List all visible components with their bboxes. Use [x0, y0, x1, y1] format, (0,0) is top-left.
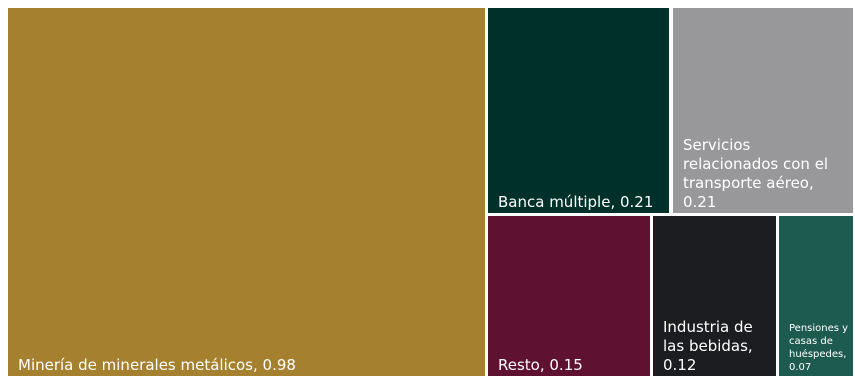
treemap-label-1: Minería de minerales metálicos, 0.98	[18, 356, 296, 374]
treemap-label-4: Resto, 0.15	[498, 356, 583, 374]
treemap-label-6: Pensiones y casas de huéspedes, 0.07	[789, 323, 848, 373]
treemap-tile-5	[653, 216, 776, 376]
treemap-tile-6	[779, 216, 853, 376]
treemap-tiles: Minería de minerales metálicos, 0.98 Banc…	[8, 8, 853, 376]
treemap-label-5: Industria de las bebidas, 0.12	[663, 318, 753, 374]
treemap-tile-1	[8, 8, 485, 376]
treemap-label-3: Servicios relacionados con el transporte a…	[683, 136, 828, 211]
treemap-tile-2	[488, 8, 669, 213]
treemap-tile-4	[488, 216, 650, 376]
treemap-label-2: Banca múltiple, 0.21	[498, 193, 653, 211]
treemap-tile-3	[673, 8, 853, 213]
